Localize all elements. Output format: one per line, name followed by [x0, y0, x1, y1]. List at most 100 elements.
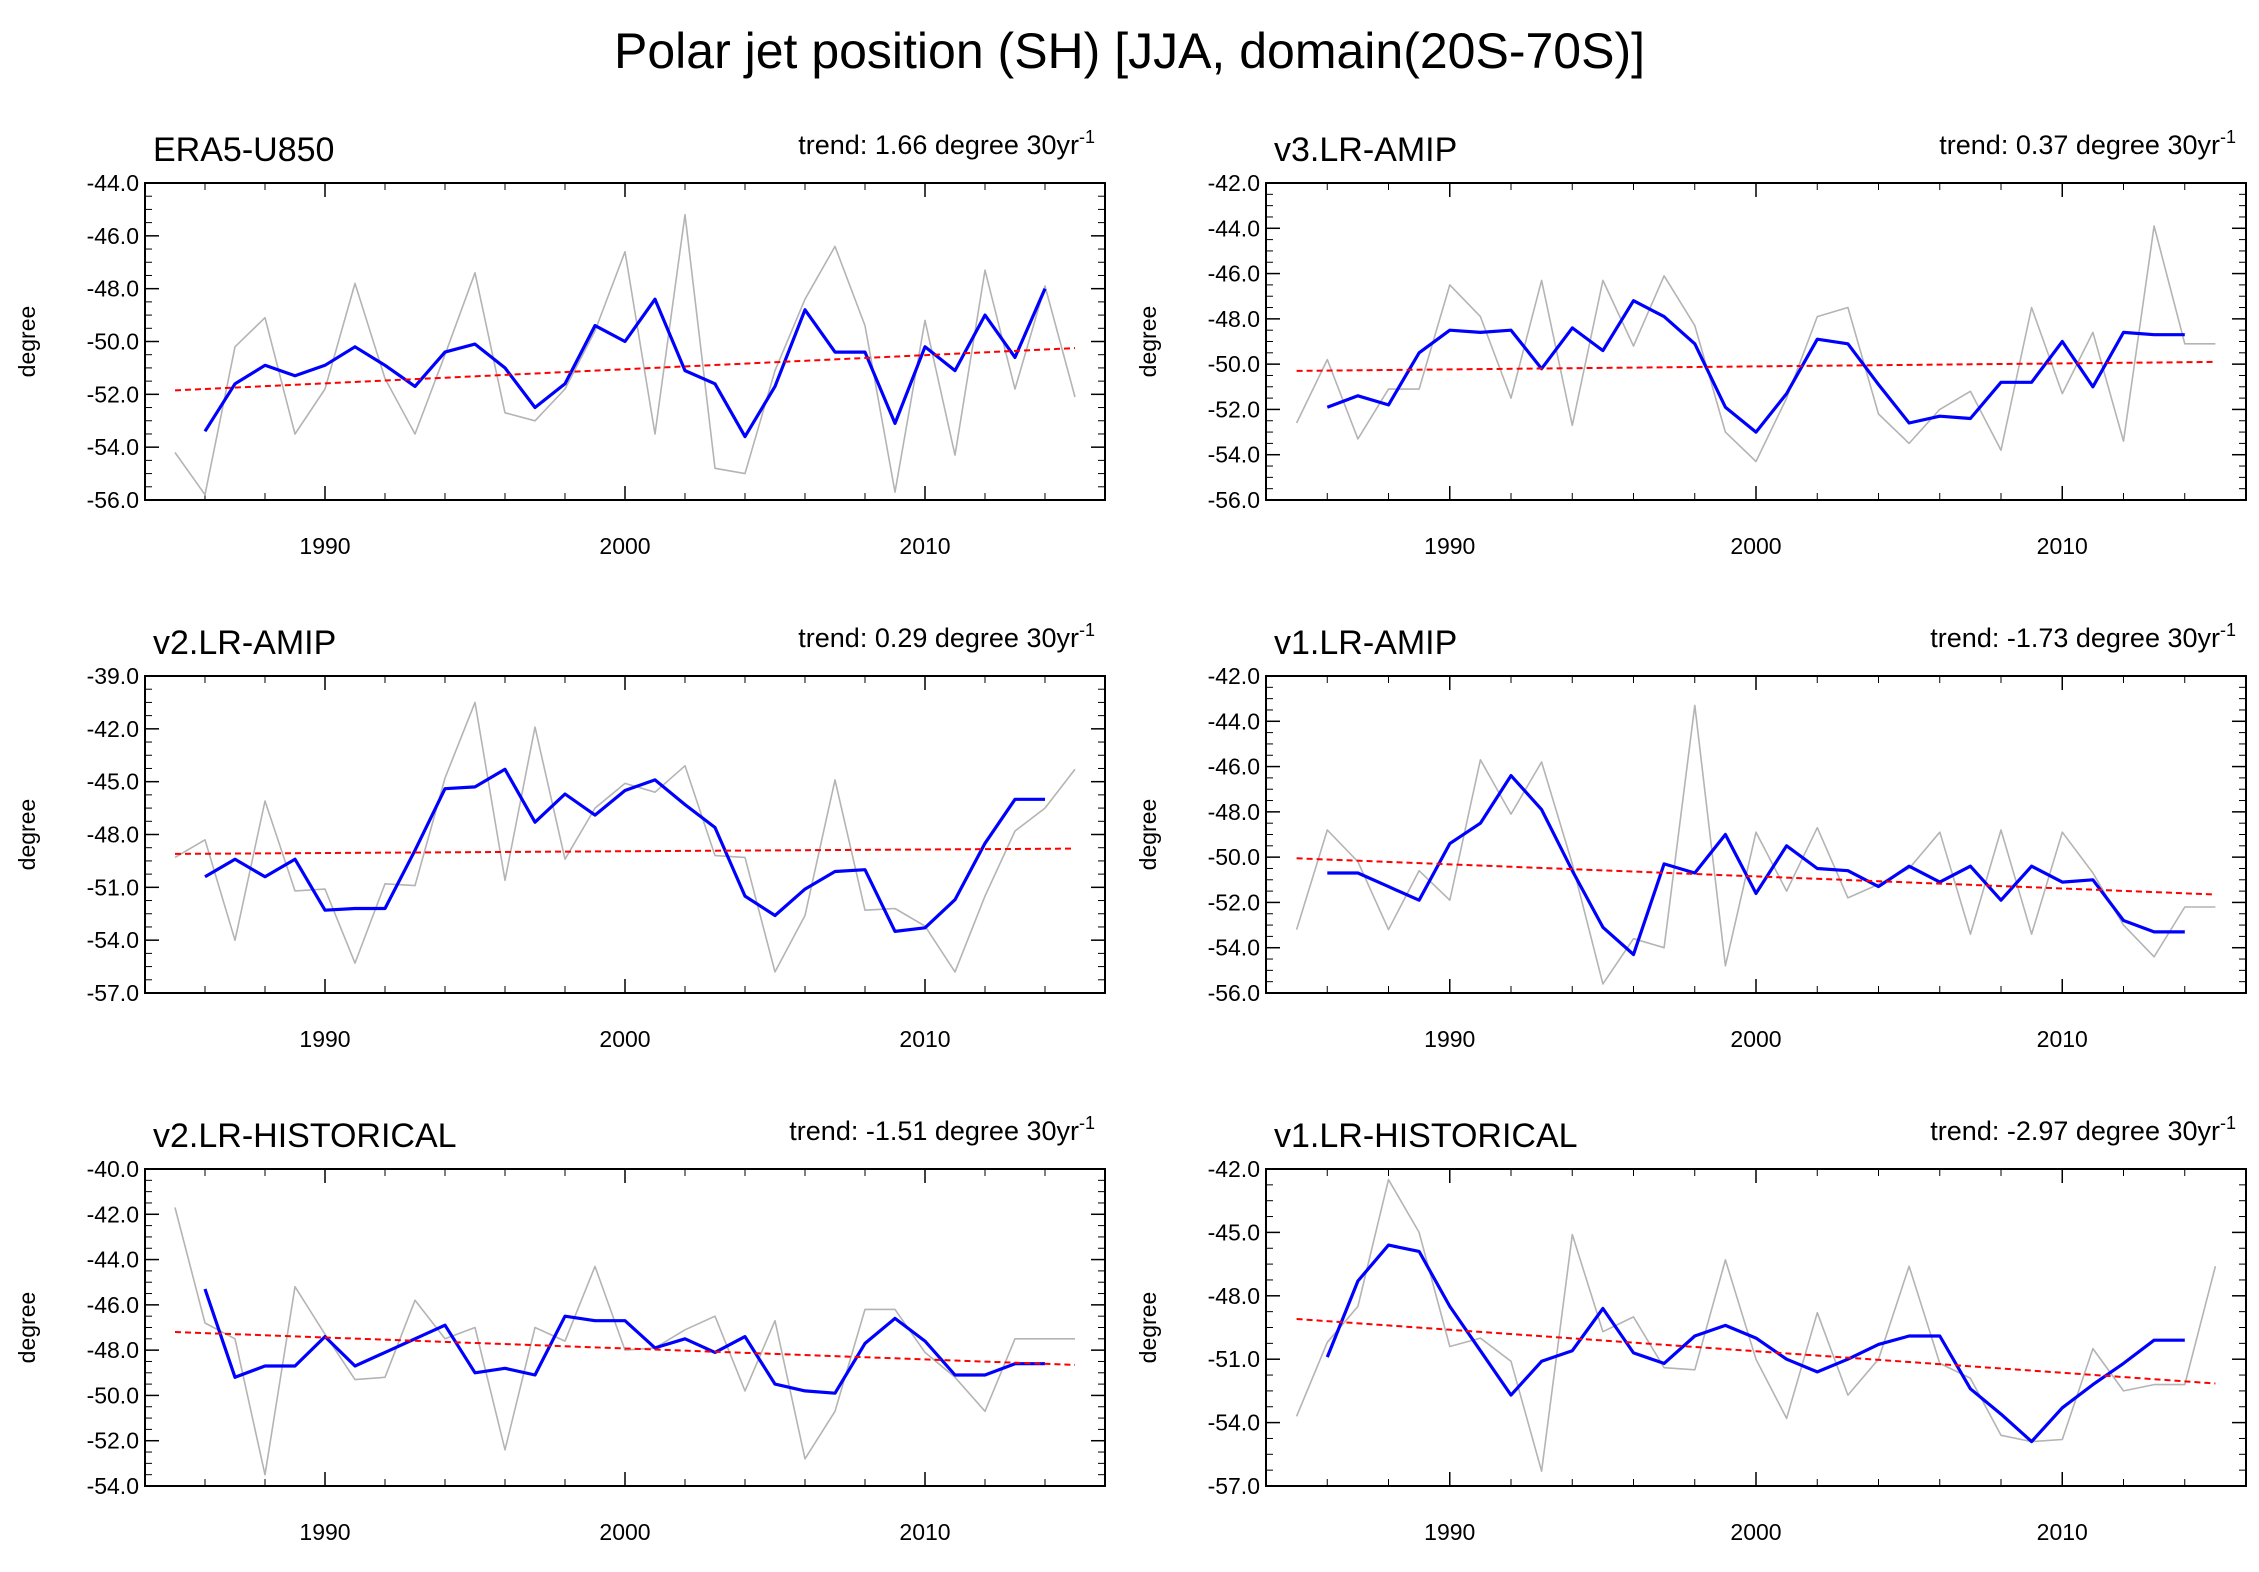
y-tick-label: -44.0 — [1208, 215, 1260, 241]
y-tick-label: -48.0 — [87, 1337, 139, 1363]
chart-panel-1: ERA5-U850 trend: 1.66 degree 30yr-1 -44.0 -… — [14, 127, 1106, 559]
panel-title: v1.LR-AMIP — [1274, 624, 1457, 662]
y-tick-label: -54.0 — [1208, 442, 1260, 468]
series-annual — [174, 1207, 1075, 1476]
y-tick-label: -44.0 — [87, 170, 139, 196]
y-tick-label: -45.0 — [87, 769, 139, 795]
series-smoothed — [203, 1288, 1045, 1395]
x-tick-label: 2010 — [2037, 533, 2088, 559]
series-trend — [174, 1331, 1076, 1366]
y-tick-label: -52.0 — [87, 381, 139, 407]
trend-label: trend: 0.29 degree 30yr-1 — [798, 620, 1095, 653]
y-tick-label: -56.0 — [1208, 487, 1260, 513]
panel-title: v3.LR-AMIP — [1274, 131, 1457, 169]
x-tick-label: 2010 — [899, 1519, 950, 1545]
series-annual — [1295, 1178, 2217, 1472]
y-tick-label: -42.0 — [87, 1201, 139, 1227]
y-tick-label: -46.0 — [87, 223, 139, 249]
y-tick-label: -51.0 — [87, 874, 139, 900]
y-tick-label: -50.0 — [1208, 351, 1260, 377]
series-trend — [174, 847, 1076, 855]
y-tick-label: -56.0 — [1208, 980, 1260, 1006]
y-tick-label: -48.0 — [87, 276, 139, 302]
series-smoothed — [1327, 773, 2185, 957]
x-tick-label: 2000 — [1730, 1026, 1781, 1052]
y-tick-label: -42.0 — [87, 716, 139, 742]
axis-frame — [1265, 182, 2247, 501]
series-annual — [174, 213, 1076, 496]
y-tick-label: -46.0 — [87, 1292, 139, 1318]
series-smoothed — [1325, 1243, 2185, 1444]
series-annual — [1295, 704, 2216, 985]
y-axis-label: degree — [14, 306, 40, 378]
series-annual — [1295, 225, 2216, 463]
series-trend — [174, 347, 1076, 392]
y-axis-label: degree — [14, 799, 40, 871]
y-tick-label: -54.0 — [1208, 935, 1260, 961]
y-tick-label: -50.0 — [1208, 844, 1260, 870]
y-tick-label: -57.0 — [1208, 1473, 1260, 1499]
series-trend — [1296, 1318, 2216, 1385]
y-tick-label: -57.0 — [87, 980, 139, 1006]
figure-title: Polar jet position (SH) [JJA, domain(20S… — [614, 23, 1645, 79]
y-axis-label: degree — [1135, 799, 1161, 871]
trend-label: trend: -2.97 degree 30yr-1 — [1930, 1113, 2236, 1146]
series-smoothed — [204, 767, 1045, 934]
x-tick-label: 2000 — [1730, 1519, 1781, 1545]
y-tick-label: -48.0 — [87, 822, 139, 848]
axis-frame — [1265, 1168, 2247, 1487]
x-tick-label: 1990 — [299, 1026, 350, 1052]
x-tick-label: 2000 — [599, 533, 650, 559]
y-tick-label: -39.0 — [87, 663, 139, 689]
y-tick-label: -48.0 — [1208, 306, 1260, 332]
y-tick-label: -56.0 — [87, 487, 139, 513]
series-trend — [1296, 857, 2216, 896]
x-tick-label: 2000 — [599, 1026, 650, 1052]
x-tick-label: 2000 — [1730, 533, 1781, 559]
x-tick-label: 1990 — [299, 533, 350, 559]
panel-title: v1.LR-HISTORICAL — [1274, 1117, 1578, 1155]
y-tick-label: -44.0 — [87, 1247, 139, 1273]
y-tick-label: -51.0 — [1208, 1346, 1260, 1372]
x-tick-label: 1990 — [1424, 533, 1475, 559]
panel-title: v2.LR-AMIP — [153, 624, 336, 662]
x-tick-label: 2010 — [2037, 1519, 2088, 1545]
y-tick-label: -42.0 — [1208, 170, 1260, 196]
y-tick-label: -48.0 — [1208, 799, 1260, 825]
x-tick-label: 2010 — [899, 1026, 950, 1052]
panel-title: v2.LR-HISTORICAL — [153, 1117, 457, 1155]
y-tick-label: -52.0 — [1208, 396, 1260, 422]
y-axis-label: degree — [1135, 306, 1161, 378]
y-tick-label: -54.0 — [87, 1473, 139, 1499]
y-tick-label: -50.0 — [87, 329, 139, 355]
x-tick-label: 1990 — [299, 1519, 350, 1545]
axis-frame — [144, 675, 1106, 994]
y-tick-label: -52.0 — [1208, 889, 1260, 915]
trend-label: trend: 1.66 degree 30yr-1 — [798, 127, 1095, 160]
y-axis-label: degree — [1135, 1292, 1161, 1364]
series-smoothed — [203, 288, 1047, 439]
chart-panel-6: v1.LR-HISTORICAL trend: -2.97 degree 30yr… — [1135, 1113, 2247, 1545]
y-tick-label: -54.0 — [1208, 1410, 1260, 1436]
series-annual — [174, 701, 1076, 973]
y-tick-label: -54.0 — [87, 434, 139, 460]
chart-panel-4: v1.LR-AMIP trend: -1.73 degree 30yr-1 -42.… — [1135, 620, 2247, 1052]
y-tick-label: -42.0 — [1208, 663, 1260, 689]
x-tick-label: 1990 — [1424, 1519, 1475, 1545]
chart-panel-3: v2.LR-AMIP trend: 0.29 degree 30yr-1 -39.0… — [14, 620, 1106, 1052]
chart-panel-5: v2.LR-HISTORICAL trend: -1.51 degree 30yr… — [14, 1113, 1106, 1545]
chart-panel-2: v3.LR-AMIP trend: 0.37 degree 30yr-1 -42.0… — [1135, 127, 2247, 559]
x-tick-label: 2000 — [599, 1519, 650, 1545]
y-tick-label: -48.0 — [1208, 1283, 1260, 1309]
trend-label: trend: -1.73 degree 30yr-1 — [1930, 620, 2236, 653]
panel-title: ERA5-U850 — [153, 131, 334, 169]
trend-label: trend: 0.37 degree 30yr-1 — [1939, 127, 2236, 160]
y-tick-label: -52.0 — [87, 1428, 139, 1454]
x-tick-label: 2010 — [899, 533, 950, 559]
y-tick-label: -44.0 — [1208, 708, 1260, 734]
y-tick-label: -45.0 — [1208, 1219, 1260, 1245]
y-tick-label: -40.0 — [87, 1156, 139, 1182]
trend-label: trend: -1.51 degree 30yr-1 — [789, 1113, 1095, 1146]
x-tick-label: 2010 — [2037, 1026, 2088, 1052]
x-tick-label: 1990 — [1424, 1026, 1475, 1052]
